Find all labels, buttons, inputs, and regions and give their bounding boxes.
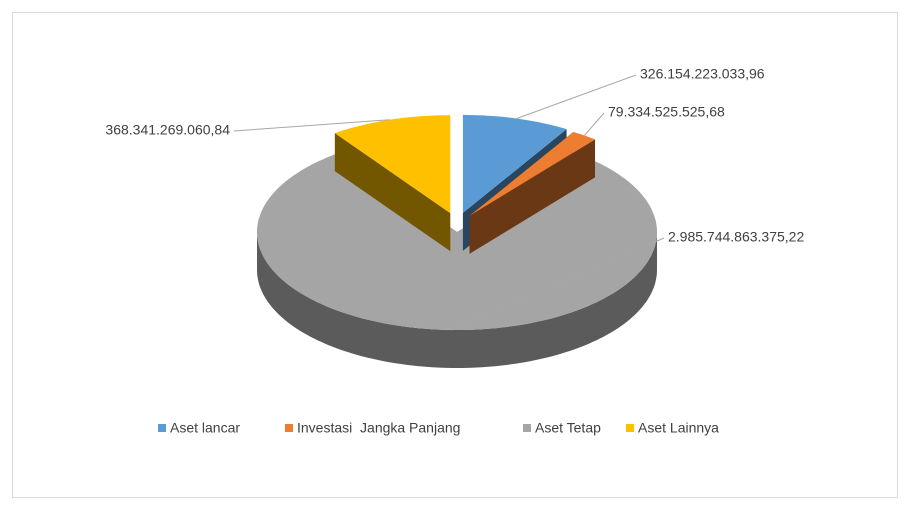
slice-wall xyxy=(334,133,451,252)
slice-top xyxy=(462,114,567,213)
leader-line xyxy=(233,119,390,132)
legend-marker xyxy=(523,424,531,432)
legend-label: Aset Lainnya xyxy=(638,420,719,436)
data-label: 79.334.525.525,68 xyxy=(608,104,725,120)
pie-slice xyxy=(469,132,595,254)
slice-top xyxy=(334,115,451,214)
leader-line xyxy=(584,112,605,136)
slice-wall xyxy=(469,139,595,254)
legend-label: Aset Tetap xyxy=(535,420,601,436)
data-label: 326.154.223.033,96 xyxy=(640,66,765,82)
data-label: 2.985.744.863.375,22 xyxy=(668,229,804,245)
legend-label: Investasi Jangka Panjang xyxy=(297,420,460,436)
legend-marker xyxy=(285,424,293,432)
data-label: 368.341.269.060,84 xyxy=(105,122,230,138)
leader-line xyxy=(450,237,665,331)
slice-top xyxy=(469,132,595,216)
slice-side xyxy=(257,232,657,368)
legend-marker xyxy=(158,424,166,432)
legend-marker xyxy=(626,424,634,432)
leader-line xyxy=(516,74,637,119)
pie-slice xyxy=(334,115,451,252)
legend-label: Aset lancar xyxy=(170,420,240,436)
